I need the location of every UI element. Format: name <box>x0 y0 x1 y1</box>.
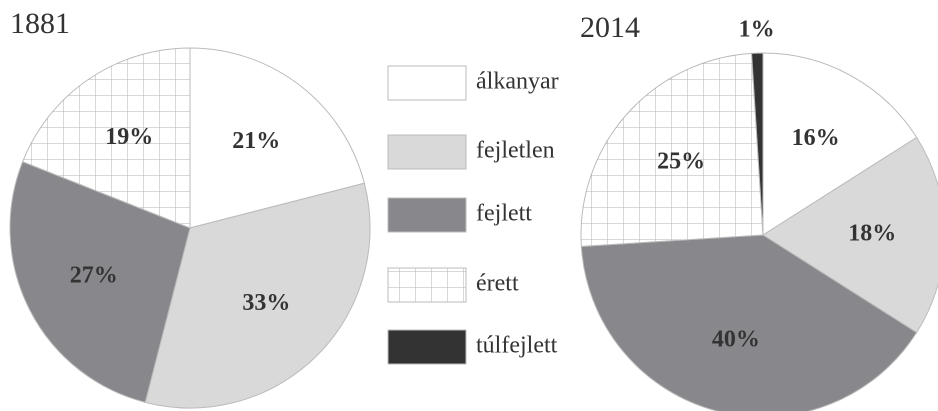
data-label: 33% <box>242 290 290 316</box>
pie-slice <box>189 47 365 229</box>
legend-label: fejlett <box>476 201 532 227</box>
legend-swatch <box>387 65 467 101</box>
pie-slice <box>144 182 371 409</box>
legend-label: túlfejlett <box>476 333 558 359</box>
pie-slice <box>21 47 191 229</box>
legend-label: érett <box>476 271 519 297</box>
pie-slice <box>751 52 764 236</box>
data-label: 18% <box>848 221 896 247</box>
data-label: 40% <box>712 326 760 352</box>
legend-label: álkanyar <box>476 69 559 95</box>
data-label: 27% <box>70 263 118 289</box>
pie-slice <box>580 52 764 247</box>
data-label: 19% <box>105 124 153 150</box>
legend-swatch <box>387 267 467 303</box>
legend-label: fejletlen <box>476 138 555 164</box>
legend-swatch <box>387 134 467 170</box>
chart-title: 2014 <box>580 11 640 44</box>
chart-title: 1881 <box>10 7 70 40</box>
data-label: 25% <box>657 148 705 174</box>
pie-slice <box>580 234 918 411</box>
data-label: 1% <box>739 17 775 43</box>
legend-swatch <box>387 197 467 233</box>
data-label: 16% <box>792 125 840 151</box>
pie-slice <box>9 161 191 403</box>
legend-swatch <box>387 329 467 365</box>
data-label: 21% <box>232 128 280 154</box>
pie-slice <box>762 136 938 334</box>
pie-slice <box>762 52 918 236</box>
